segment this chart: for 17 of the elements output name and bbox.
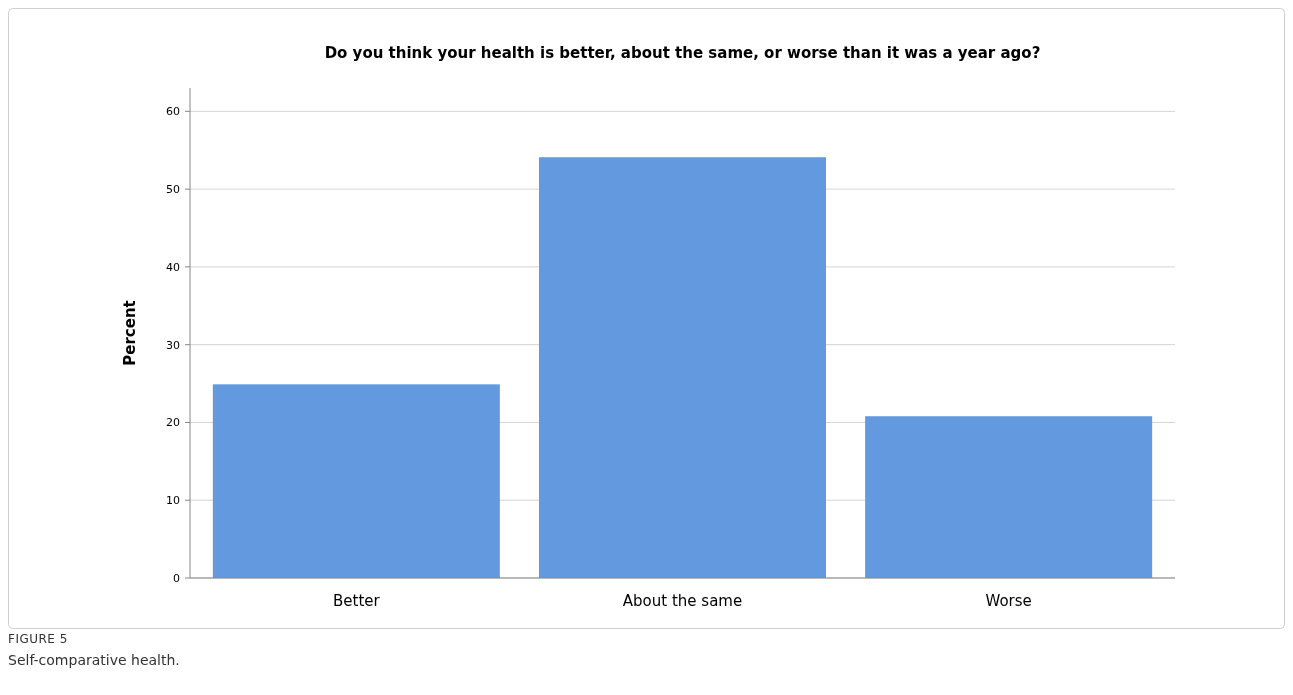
y-tick-label: 20 <box>166 416 180 430</box>
bar <box>865 416 1153 578</box>
y-axis-title: Percent <box>121 300 139 366</box>
x-tick-label: About the same <box>622 592 743 610</box>
caption: FIGURE 5 <box>8 632 68 646</box>
y-tick-label: 60 <box>166 105 180 119</box>
y-tick-label: 50 <box>166 182 180 196</box>
x-tick-label: Better <box>333 592 381 610</box>
y-tick-label: 0 <box>173 571 180 585</box>
y-tick-label: 30 <box>166 338 180 352</box>
y-tick-label: 40 <box>166 260 180 274</box>
bar <box>212 384 500 578</box>
x-tick-label: Worse <box>985 592 1032 610</box>
y-tick-label: 10 <box>166 494 180 508</box>
text: Self-comparative health. <box>8 652 180 668</box>
bar <box>538 157 827 578</box>
chart-title: Do you think your health is better, about the same, or worse than it was a year ago? <box>324 44 1041 62</box>
